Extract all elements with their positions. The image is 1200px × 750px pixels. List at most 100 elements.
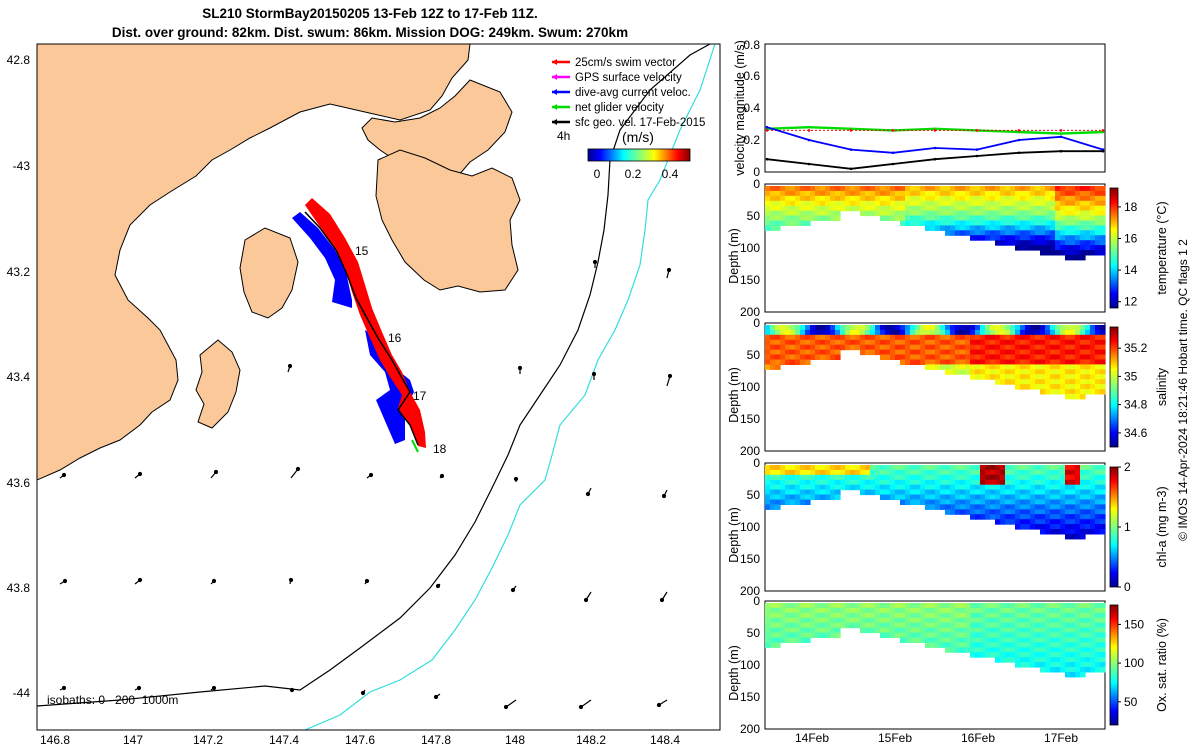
section-cell <box>875 205 881 212</box>
section-cell <box>915 359 921 365</box>
section-colorbar <box>1109 187 1119 309</box>
section-cell <box>950 479 956 486</box>
section-cell <box>980 504 986 510</box>
section-cell <box>1060 369 1066 375</box>
section-cell <box>905 479 911 486</box>
section-cell <box>1095 465 1101 471</box>
section-cell <box>825 195 831 202</box>
section-cell <box>1100 339 1106 346</box>
section-cell <box>905 215 911 221</box>
section-cell <box>845 186 851 192</box>
depth-tick: 100 <box>740 658 760 672</box>
section-cell <box>1040 622 1046 629</box>
section-cell <box>985 195 991 202</box>
section-cell <box>1055 354 1061 360</box>
section-cell <box>895 484 901 491</box>
section-cell <box>965 484 971 491</box>
section-cell <box>970 186 976 192</box>
section-cell <box>970 195 976 202</box>
section-cell <box>1085 662 1091 668</box>
section-cell <box>835 603 841 609</box>
section-cell <box>955 509 961 515</box>
section-cell <box>1025 637 1031 643</box>
section-cell <box>1060 642 1066 648</box>
land-tasman-peninsula <box>375 149 521 293</box>
section-cell <box>1065 514 1071 520</box>
section-cell <box>1095 524 1101 530</box>
section-cell <box>1100 642 1106 648</box>
section-cell <box>995 374 1001 380</box>
section-cell <box>1030 245 1036 251</box>
section-cell <box>1085 250 1091 256</box>
section-cell <box>895 210 901 217</box>
section-cell <box>885 190 891 197</box>
section-cell <box>890 349 896 356</box>
section-cell <box>1080 205 1086 212</box>
section-cell <box>915 334 921 341</box>
section-cell <box>1010 627 1016 634</box>
section-cell <box>895 190 901 197</box>
section-cell <box>975 220 981 226</box>
section-cell <box>985 647 991 653</box>
geo-arrow-head <box>513 476 519 482</box>
depth-tick: 0 <box>753 177 760 191</box>
section-cell <box>790 339 796 346</box>
section-cell <box>885 195 891 202</box>
section-cell <box>905 612 911 619</box>
section-cell <box>1065 384 1071 390</box>
section-cell <box>1030 205 1036 212</box>
section-cell <box>1060 465 1066 471</box>
section-cell <box>965 509 971 515</box>
section-cell <box>945 465 951 471</box>
section-cell <box>1035 225 1041 231</box>
section-cell <box>930 499 936 505</box>
section-cell <box>1060 603 1066 609</box>
section-cell <box>830 627 836 634</box>
depth-tick: 200 <box>740 305 760 319</box>
section-cell <box>920 617 926 624</box>
section-cell <box>840 195 846 202</box>
section-cell <box>785 329 791 336</box>
section-cell <box>795 489 801 496</box>
section-cell <box>940 622 946 629</box>
section-cell <box>1055 603 1061 609</box>
section-cell <box>1000 339 1006 346</box>
section-cell <box>1040 647 1046 653</box>
section-cell <box>1020 329 1026 336</box>
section-cell <box>1040 637 1046 643</box>
section-cell <box>1000 190 1006 197</box>
section-cell <box>925 617 931 624</box>
section-cell <box>995 632 1001 638</box>
section-cell <box>830 329 836 336</box>
section-cell <box>945 369 951 375</box>
swim-vector-band <box>305 198 426 448</box>
section-cell <box>810 205 816 212</box>
section-cell <box>1020 603 1026 609</box>
section-cell <box>1030 637 1036 643</box>
section-cell <box>1075 200 1081 207</box>
section-cell <box>1015 662 1021 668</box>
section-cell <box>990 474 996 481</box>
section-cell <box>960 339 966 346</box>
section-cell <box>865 479 871 486</box>
section-cell <box>1005 344 1011 351</box>
section-cell <box>865 190 871 197</box>
section-cell <box>960 200 966 207</box>
section-cell <box>1005 479 1011 486</box>
section-cell <box>1020 632 1026 638</box>
section-cell <box>795 603 801 609</box>
section-cell <box>865 325 871 331</box>
section-cell <box>900 465 906 471</box>
section-cell <box>880 622 886 629</box>
section-cell <box>765 642 771 648</box>
section-cell <box>1055 200 1061 207</box>
section-cell <box>925 200 931 207</box>
section-cell <box>920 334 926 341</box>
section-cell <box>1010 240 1016 246</box>
section-cell <box>1040 215 1046 221</box>
section-cell <box>1060 617 1066 624</box>
section-cell <box>1005 190 1011 197</box>
section-cell <box>770 190 776 197</box>
section-cell <box>1050 215 1056 221</box>
section-cell <box>970 603 976 609</box>
